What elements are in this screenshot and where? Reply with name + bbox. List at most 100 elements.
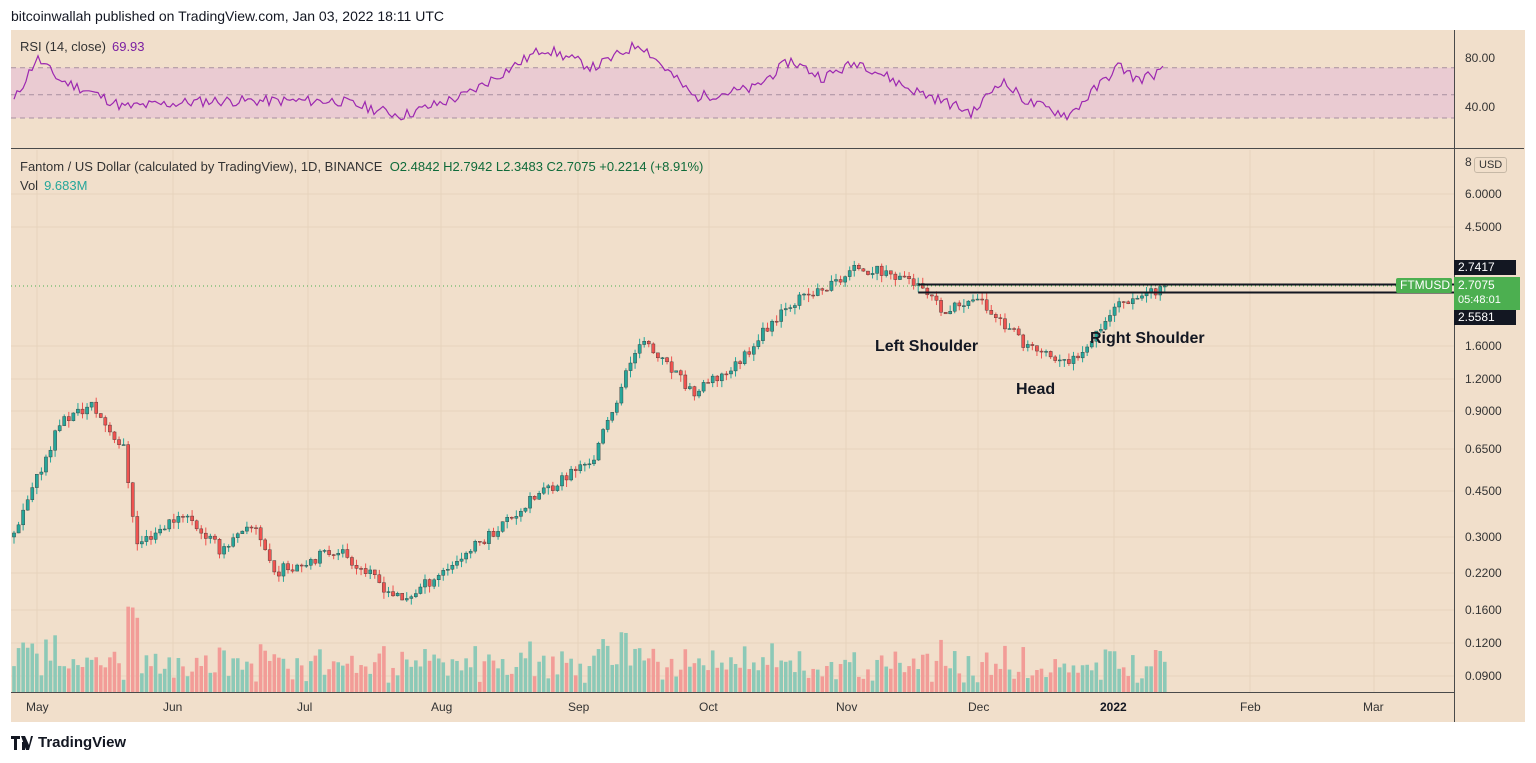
candle-body [144, 536, 149, 542]
candle-body [537, 493, 541, 500]
volume-bar [1126, 676, 1131, 692]
candle-body [551, 485, 555, 491]
candle-body [875, 265, 879, 274]
volume-bar [368, 673, 372, 692]
candle-body [633, 353, 637, 364]
candle-body [615, 402, 619, 413]
candle-body [108, 424, 112, 433]
candle-body [341, 549, 345, 554]
chart-area[interactable] [11, 30, 1454, 722]
pane-divider[interactable] [11, 148, 1524, 149]
volume-bar [971, 675, 975, 692]
volume-bar [1103, 649, 1108, 692]
volume-bar [482, 661, 487, 692]
candle-body [368, 569, 373, 574]
volume-bar [217, 647, 222, 692]
volume-bar [313, 655, 318, 692]
candle-body [322, 550, 327, 552]
candle-body [715, 375, 720, 382]
volume-bar [436, 658, 441, 692]
head-label: Head [1016, 381, 1056, 398]
candle-body [793, 305, 797, 308]
volume-bar [742, 646, 747, 692]
volume-bar [902, 672, 907, 692]
candle-body [788, 307, 793, 309]
candle-body [930, 294, 934, 297]
candle-body [783, 308, 788, 311]
volume-bar [427, 660, 432, 692]
candle-body [162, 528, 167, 531]
volume-bar [1057, 667, 1062, 692]
time-label: 2022 [1100, 700, 1127, 714]
volume-bar [423, 649, 427, 692]
candle-body [752, 346, 756, 355]
volume-bar [811, 668, 815, 692]
volume-bar [1158, 651, 1163, 692]
candle-body [541, 487, 546, 494]
candle-body [423, 579, 427, 588]
volume-bar [939, 639, 943, 692]
candle-body [331, 554, 336, 556]
volume-bar [478, 681, 482, 692]
candle-body [468, 550, 473, 554]
candle-body [884, 270, 889, 276]
candle-body [290, 569, 295, 572]
candle-body [66, 416, 71, 421]
volume-bar [920, 654, 925, 692]
volume-bar [692, 663, 697, 692]
volume-bar [450, 659, 455, 692]
volume-bar [16, 648, 21, 692]
candle-body [587, 463, 592, 466]
volume-bar [925, 653, 930, 692]
candle-body [240, 530, 245, 534]
candle-body [920, 283, 925, 289]
candle-body [459, 558, 464, 562]
candle-body [998, 317, 1003, 319]
candle-body [975, 298, 980, 301]
volume-bar [208, 672, 213, 692]
volume-bar [432, 654, 436, 692]
time-axis-line [11, 692, 1454, 693]
volume-bar [930, 681, 934, 692]
volume-bar [103, 667, 108, 692]
volume-bar [158, 673, 162, 692]
candle-body [478, 541, 482, 543]
tradingview-brand[interactable]: TradingView [11, 734, 126, 751]
candle-body [473, 541, 478, 552]
volume-bar [299, 665, 304, 692]
candle-body [815, 288, 820, 296]
candle-body [802, 293, 806, 296]
candle-body [409, 596, 414, 599]
currency-button[interactable]: USD [1474, 157, 1508, 173]
candle-body [35, 474, 39, 488]
volume-bar [1035, 670, 1039, 692]
candle-body [359, 568, 363, 570]
rsi-band [11, 67, 1454, 119]
candle-body [733, 361, 738, 372]
volume-bar [1030, 675, 1035, 692]
candle-body [48, 449, 53, 458]
volume-bar [1121, 667, 1126, 692]
right-shoulder-label: Right Shoulder [1090, 330, 1205, 347]
volume-bar [984, 652, 989, 692]
candle-body [21, 509, 25, 526]
volume-bar [551, 656, 555, 692]
candle-body [414, 593, 418, 597]
volume-bar [377, 653, 382, 692]
candle-body [861, 268, 866, 272]
rsi-level-80: 80.00 [1465, 51, 1496, 65]
candle-body [80, 408, 85, 415]
candle-body [377, 574, 382, 583]
volume-bar [496, 668, 500, 692]
volume-bar [130, 607, 135, 692]
candle-body [500, 521, 505, 532]
candle-body [738, 361, 742, 364]
volume-bar [1108, 651, 1112, 692]
candle-body [71, 412, 76, 421]
candle-body [130, 482, 135, 517]
candle-body [692, 386, 697, 397]
volume-bar [1039, 668, 1044, 692]
price-axis[interactable] [1454, 30, 1525, 722]
candle-body [172, 519, 176, 523]
price-label: 6.0000 [1465, 187, 1502, 201]
